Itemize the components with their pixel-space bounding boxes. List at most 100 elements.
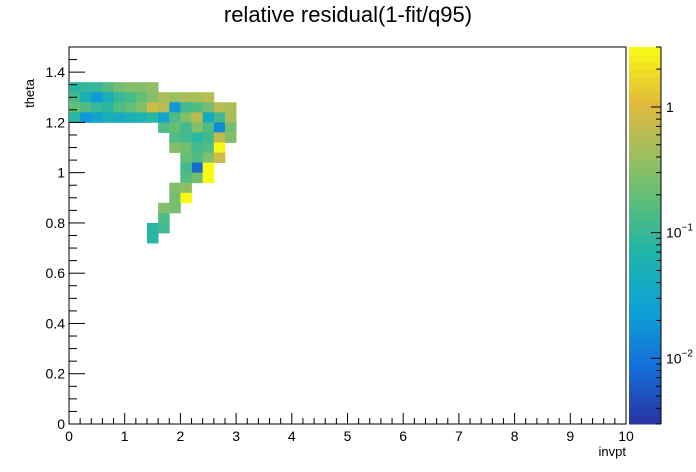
colorbar-segment xyxy=(629,303,661,312)
y-tick-label: 1 xyxy=(57,165,65,181)
colorbar-segment xyxy=(629,250,661,259)
x-axis-title: invpt xyxy=(599,444,627,459)
x-tick-label: 8 xyxy=(511,428,519,444)
x-tick-label: 6 xyxy=(399,428,407,444)
heatmap-cell xyxy=(202,172,215,184)
heatmap-cell xyxy=(135,92,148,103)
heatmap-cell xyxy=(213,112,226,123)
colorbar-segment xyxy=(629,145,661,154)
colorbar-segment xyxy=(629,243,661,252)
colorbar-segment xyxy=(629,62,661,71)
heatmap-cell xyxy=(113,82,126,93)
heatmap-cell xyxy=(169,182,181,194)
heatmap-cell xyxy=(169,202,181,214)
heatmap-cell xyxy=(158,122,170,133)
x-tick-label: 3 xyxy=(232,428,240,444)
heatmap-cell xyxy=(169,132,181,143)
colorbar-segment xyxy=(629,393,661,402)
colorbar-segment xyxy=(629,197,661,206)
x-tick-label: 2 xyxy=(177,428,185,444)
heatmap-cell xyxy=(224,102,237,113)
colorbar-segment xyxy=(629,84,661,93)
x-tick-label: 7 xyxy=(455,428,463,444)
colorbar-segment xyxy=(629,182,661,191)
heatmap-cell xyxy=(202,122,215,133)
heatmap-cell xyxy=(158,202,170,214)
heatmap-cell xyxy=(213,102,226,113)
colorbar-segment xyxy=(629,212,661,221)
heatmap-cell xyxy=(180,192,192,204)
colorbar-segment xyxy=(629,92,661,101)
heatmap-cell xyxy=(91,102,103,113)
heatmap-cell xyxy=(213,132,226,143)
heatmap-cell xyxy=(180,142,192,153)
colorbar-segment xyxy=(629,122,661,131)
heatmap-cell xyxy=(202,132,215,143)
colorbar-segment xyxy=(629,333,661,342)
heatmap-cell xyxy=(135,82,148,93)
colorbar-segment xyxy=(629,227,661,236)
colorbar-segment xyxy=(629,54,661,63)
colorbar-segment xyxy=(629,137,661,146)
colorbar-segment xyxy=(629,152,661,161)
heatmap-cell xyxy=(180,92,192,103)
y-tick-label: 0 xyxy=(57,416,65,432)
heatmap-cell xyxy=(202,162,215,174)
heatmap-cell xyxy=(191,162,204,174)
colorbar-segment xyxy=(629,273,661,282)
heatmap-cell xyxy=(191,122,204,133)
chart-title: relative residual(1-fit/q95) xyxy=(224,2,472,27)
x-tick-label: 1 xyxy=(121,428,129,444)
colorbar: 10−2 10−1 1 xyxy=(629,46,693,425)
y-tick-label: 0.8 xyxy=(46,215,66,231)
heatmap-cell xyxy=(69,102,81,113)
colorbar-segment xyxy=(629,280,661,289)
heatmap-cell xyxy=(180,132,192,143)
colorbar-segment xyxy=(629,69,661,78)
x-tick-label: 5 xyxy=(344,428,352,444)
y-tick-label: 0.2 xyxy=(46,366,66,382)
heatmap-cell xyxy=(102,92,114,103)
colorbar-segment xyxy=(629,295,661,304)
heatmap-cell xyxy=(91,82,103,93)
heatmap-cell xyxy=(180,112,192,123)
colorbar-segment xyxy=(629,167,661,176)
x-tick-label: 4 xyxy=(288,428,296,444)
heatmap-cell xyxy=(191,102,204,113)
heatmap-cell xyxy=(69,82,81,93)
heatmap-cell xyxy=(102,102,114,113)
heatmap-cell xyxy=(124,112,137,123)
heatmap-cell xyxy=(158,92,170,103)
colorbar-segment xyxy=(629,363,661,372)
heatmap-cell xyxy=(180,122,192,133)
heatmap-cell xyxy=(202,152,215,164)
heatmap-cell xyxy=(191,132,204,143)
colorbar-segment xyxy=(629,356,661,365)
colorbar-segment xyxy=(629,310,661,319)
heatmap-cell xyxy=(102,112,114,123)
y-tick-label: 0.4 xyxy=(46,315,66,331)
heatmap-cell xyxy=(169,112,181,123)
heatmap-cell xyxy=(113,92,126,103)
heatmap-cell xyxy=(202,92,215,103)
heatmap-cell xyxy=(80,92,92,103)
heatmap-cell xyxy=(169,122,181,133)
colorbar-segment xyxy=(629,341,661,350)
heatmap-cell xyxy=(180,172,192,184)
colorbar-segment xyxy=(629,258,661,267)
colorbar-tick-label: 10−2 xyxy=(666,348,693,366)
heatmap-cell xyxy=(124,82,137,93)
colorbar-segment xyxy=(629,378,661,387)
heatmap-cell xyxy=(158,212,170,224)
colorbar-segment xyxy=(629,220,661,229)
colorbar-segment xyxy=(629,107,661,116)
heatmap-cell xyxy=(191,112,204,123)
x-tick-label: 0 xyxy=(65,428,73,444)
heatmap-cell xyxy=(169,102,181,113)
heatmap-cell xyxy=(113,112,126,123)
heatmap-cell xyxy=(213,122,226,133)
heatmap-cell xyxy=(169,92,181,103)
heatmap-cell xyxy=(146,82,159,93)
heatmap-cell xyxy=(146,112,159,123)
